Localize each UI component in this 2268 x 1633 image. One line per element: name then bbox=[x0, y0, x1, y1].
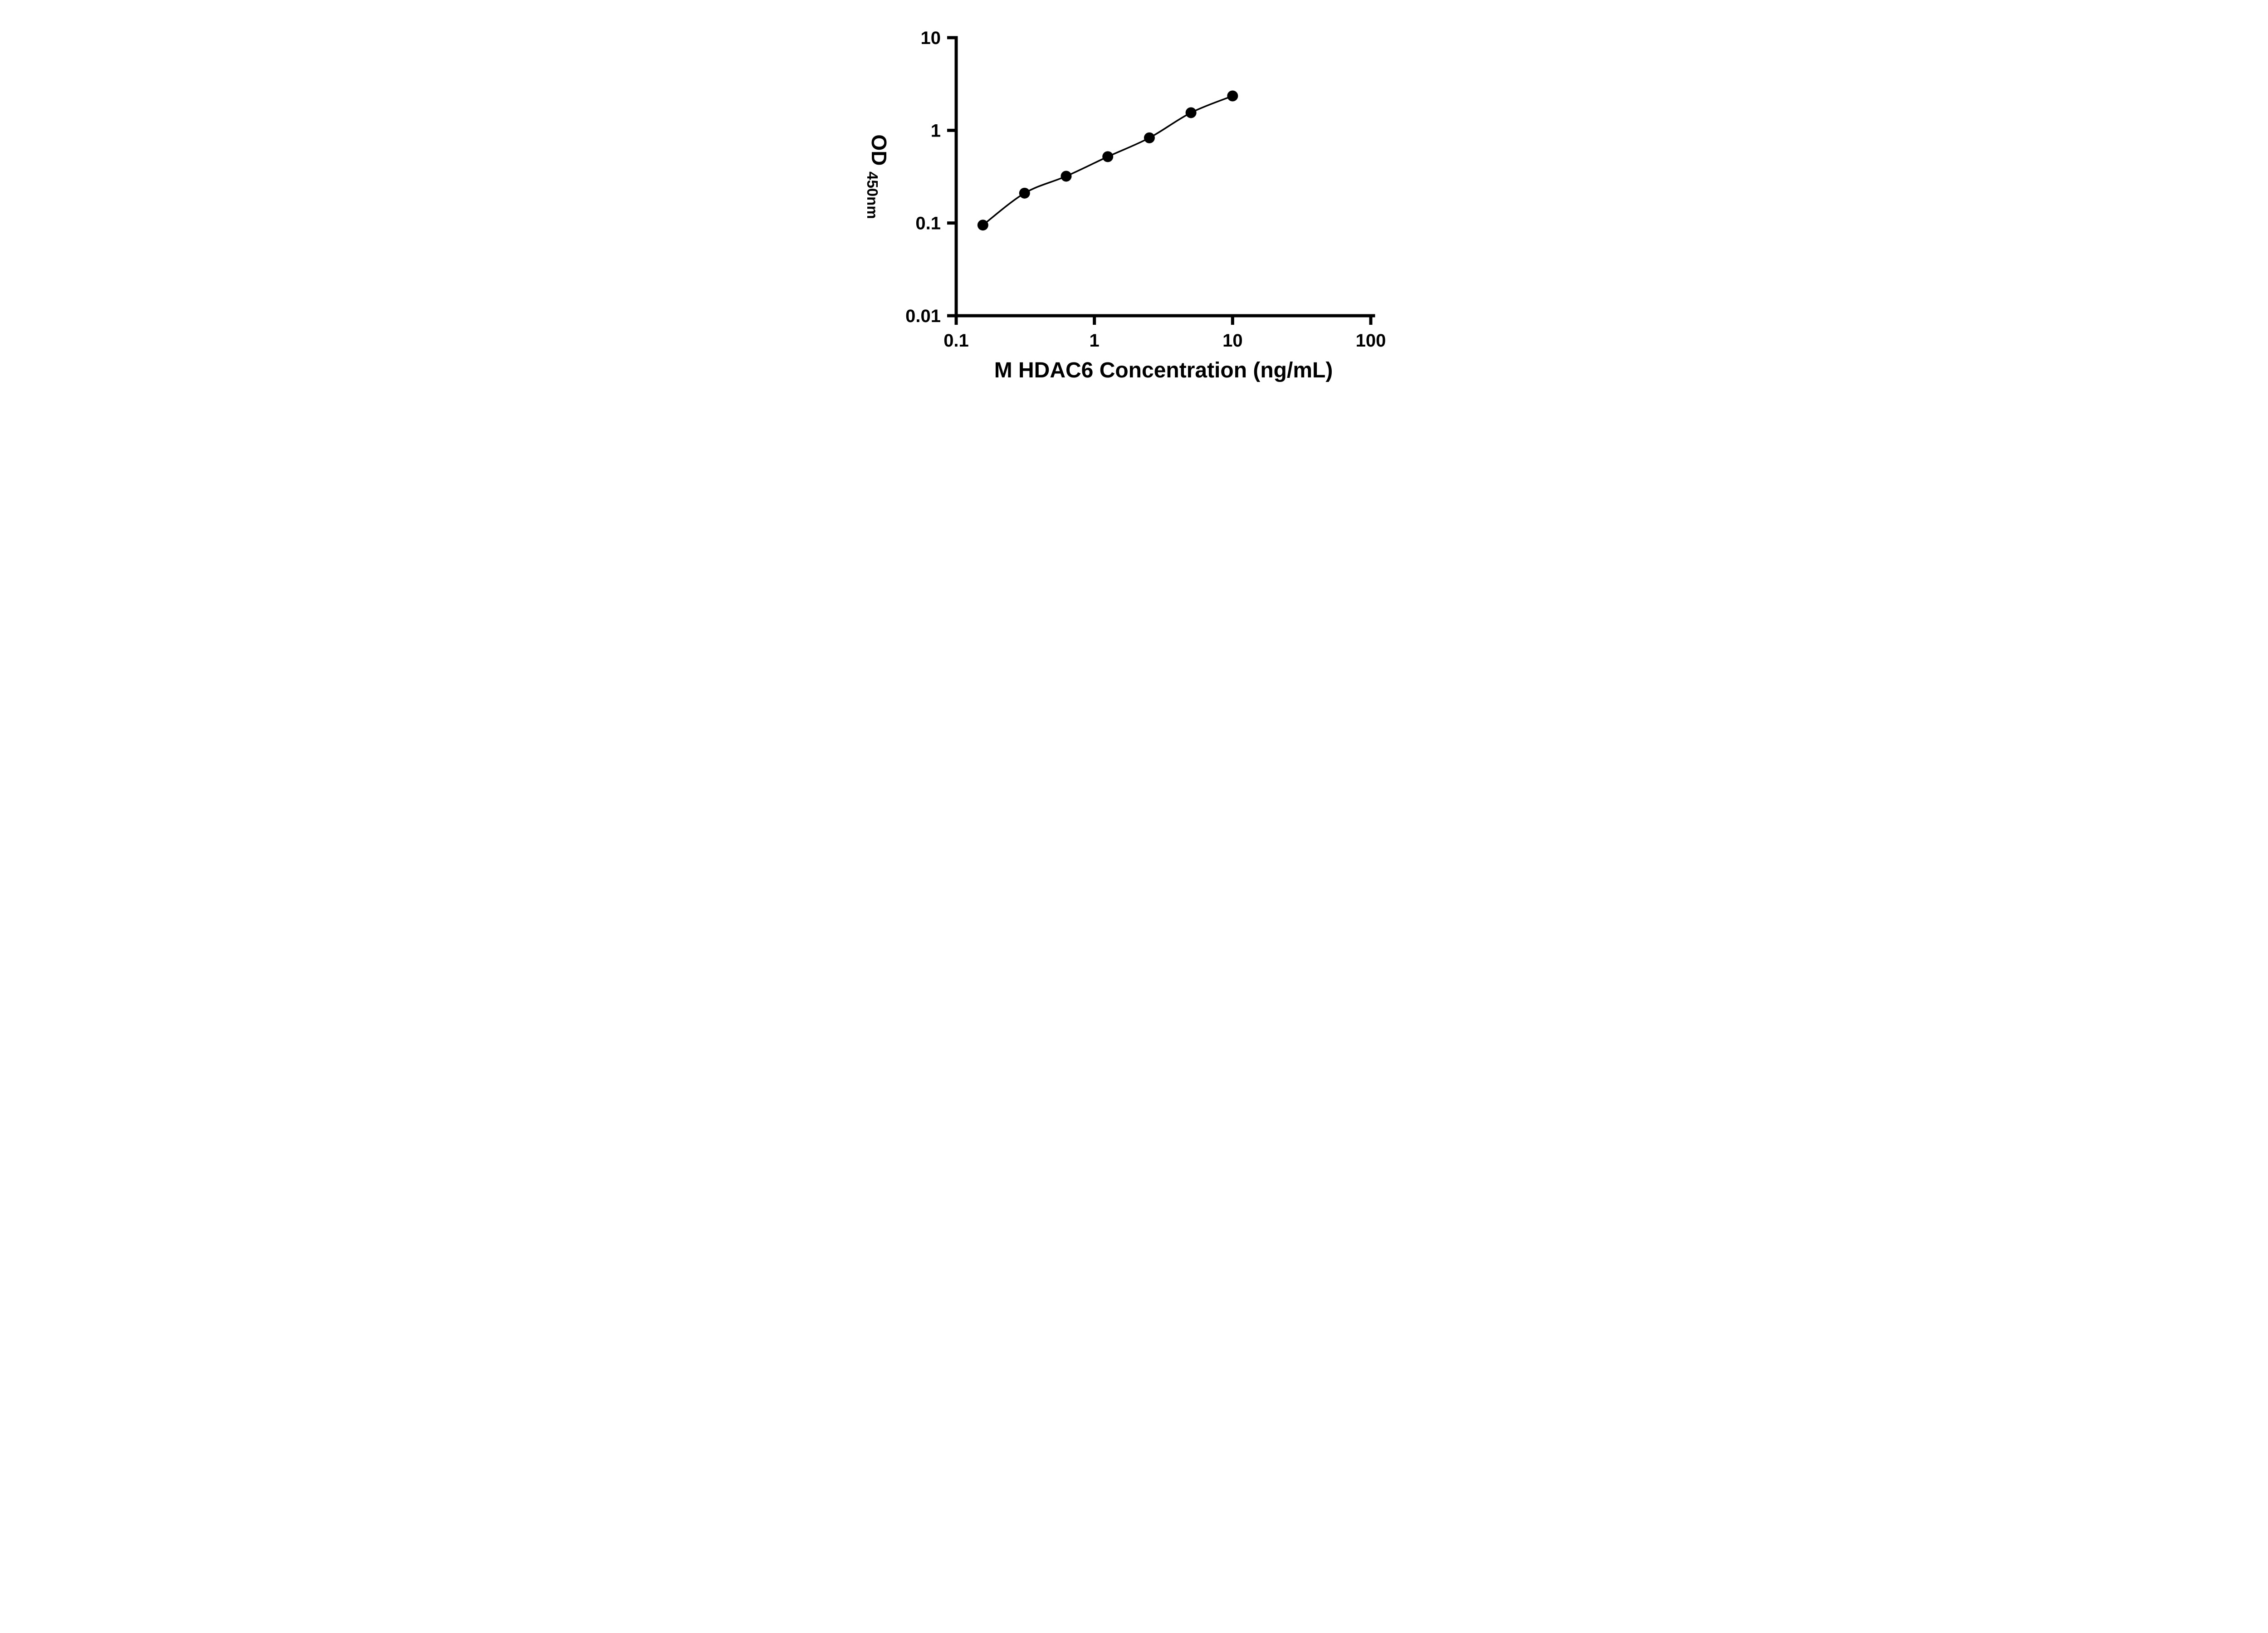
data-point bbox=[1144, 132, 1155, 143]
data-point bbox=[1185, 107, 1197, 118]
y-axis-title-main: OD bbox=[867, 134, 891, 166]
data-point bbox=[1019, 187, 1030, 199]
y-tick-label: 0.1 bbox=[915, 214, 941, 234]
x-tick-label: 100 bbox=[1355, 331, 1386, 351]
data-point bbox=[1227, 90, 1238, 102]
x-axis-title: M HDAC6 Concentration (ng/mL) bbox=[994, 358, 1333, 382]
series-layer bbox=[977, 90, 1238, 231]
x-tick-label: 0.1 bbox=[943, 331, 969, 351]
x-tick-label: 10 bbox=[1222, 331, 1243, 351]
y-axis-title: OD 450nm bbox=[864, 134, 891, 219]
y-tick-label: 10 bbox=[920, 28, 941, 48]
elisa-standard-curve-figure: 0.1 1 10 100 0.01 0.1 1 10 M HDAC6 Concentratio… bbox=[842, 0, 1426, 408]
x-tick-label: 1 bbox=[1089, 331, 1099, 351]
y-tick-label: 0.01 bbox=[905, 306, 941, 326]
y-axis-title-sub: 450nm bbox=[864, 171, 881, 219]
data-point bbox=[1060, 171, 1071, 182]
chart-page: 0.1 1 10 100 0.01 0.1 1 10 M HDAC6 Concentratio… bbox=[842, 0, 1426, 408]
y-tick-label: 1 bbox=[930, 121, 940, 141]
data-point bbox=[977, 220, 988, 231]
data-point bbox=[1102, 151, 1113, 162]
